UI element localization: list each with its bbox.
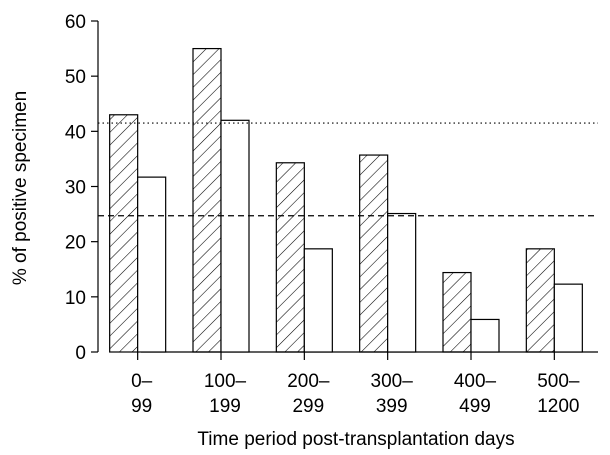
y-axis: 0 10 20 30 40 50 60 bbox=[65, 12, 99, 364]
bar-hatched bbox=[525, 248, 555, 353]
x-tick-label: 100– bbox=[204, 371, 247, 392]
x-tick-label: 0– bbox=[131, 371, 153, 392]
bar-open bbox=[303, 248, 333, 353]
bars bbox=[109, 47, 583, 353]
x-tick-label: 200– bbox=[287, 371, 330, 392]
x-tick-label: 1200 bbox=[537, 396, 579, 417]
x-tick-label: 300– bbox=[371, 371, 414, 392]
bar-open bbox=[553, 283, 583, 353]
bar-open bbox=[220, 119, 250, 353]
bar-open bbox=[137, 176, 167, 353]
x-tick-label: 99 bbox=[131, 396, 152, 417]
bar-hatched bbox=[192, 47, 222, 353]
y-tick-label: 0 bbox=[75, 343, 86, 364]
y-tick-label: 40 bbox=[65, 122, 86, 143]
y-tick-label: 10 bbox=[65, 288, 86, 309]
y-tick-label: 50 bbox=[65, 67, 86, 88]
bar-open bbox=[387, 212, 417, 353]
bar-hatched bbox=[359, 154, 389, 353]
x-tick-label: 199 bbox=[209, 396, 241, 417]
x-tick-label: 500– bbox=[537, 371, 580, 392]
bar-open bbox=[470, 318, 500, 353]
bar-hatched bbox=[275, 162, 305, 353]
x-tick-label: 400– bbox=[454, 371, 497, 392]
x-tick-label: 399 bbox=[376, 396, 408, 417]
x-axis-title: Time period post-transplantation days bbox=[197, 429, 514, 450]
bar-hatched bbox=[109, 114, 139, 353]
x-tick-label: 499 bbox=[459, 396, 491, 417]
bar-hatched bbox=[442, 271, 472, 353]
x-axis: 0– 99 100– 199 200– 299 300– 399 400– 499 500– 1200 bbox=[131, 351, 598, 417]
y-tick-label: 30 bbox=[65, 178, 86, 199]
x-tick-label: 299 bbox=[292, 396, 324, 417]
reference-lines bbox=[98, 122, 598, 217]
y-tick-label: 20 bbox=[65, 233, 86, 254]
y-tick-label: 60 bbox=[65, 12, 86, 33]
y-axis-title: % of positive specimen bbox=[10, 91, 31, 285]
